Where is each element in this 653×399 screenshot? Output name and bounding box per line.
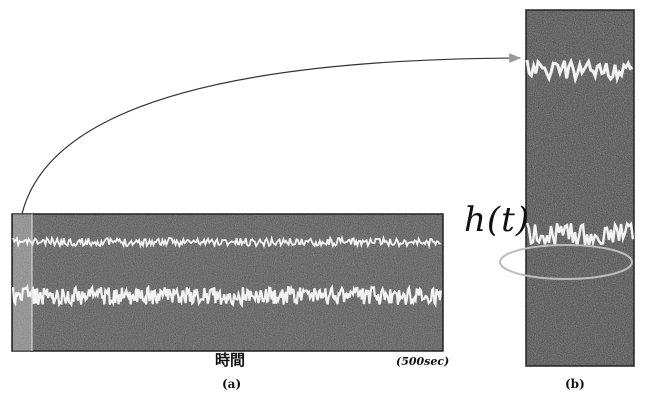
duration-label: (500sec)	[396, 355, 450, 368]
highlight-ellipse	[499, 244, 633, 280]
time-axis-label: 時間	[215, 351, 246, 369]
zoom-arrow	[21, 53, 522, 215]
panel-a-lower-trace	[11, 283, 442, 309]
panel-a-recording	[11, 213, 444, 352]
panel-b-zoom	[499, 9, 635, 367]
caption-a: (a)	[222, 377, 242, 391]
panel-a-selected-segment	[13, 214, 32, 351]
panel-b-lower-trace	[525, 220, 635, 248]
h-t-label: h(t)	[464, 200, 531, 240]
caption-b: (b)	[565, 377, 585, 391]
panel-a-upper-trace	[12, 234, 441, 250]
panel-b-upper-trace	[525, 57, 634, 85]
